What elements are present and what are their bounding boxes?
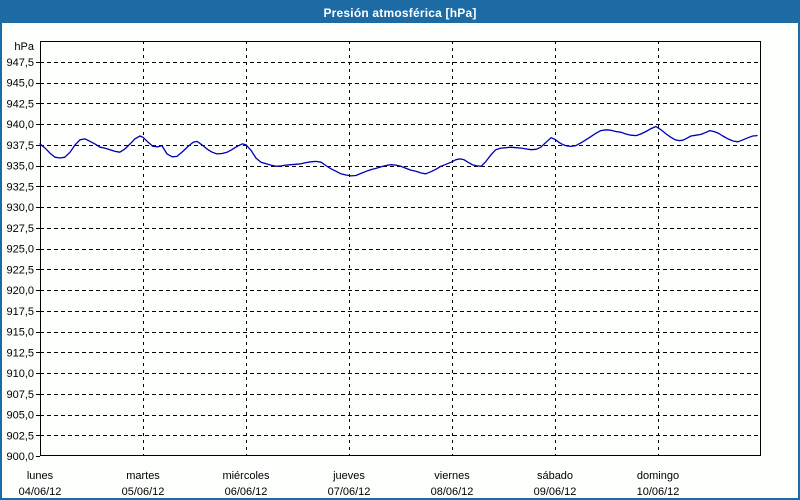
y-tick-label: 937,5 <box>6 140 34 152</box>
day-date-label: 10/06/12 <box>637 486 680 498</box>
y-tick-label: 912,5 <box>6 347 34 359</box>
day-date-label: 05/06/12 <box>122 486 165 498</box>
chart-title: Presión atmosférica [hPa] <box>323 5 477 20</box>
y-tick-label: 907,5 <box>6 389 34 401</box>
y-tick-label: 917,5 <box>6 306 34 318</box>
y-tick-label: 900,0 <box>6 451 34 463</box>
y-tick-label: 922,5 <box>6 264 34 276</box>
y-tick-label: 935,0 <box>6 161 34 173</box>
day-name-label: sábado <box>537 470 573 482</box>
y-tick-label: 930,0 <box>6 202 34 214</box>
pressure-line <box>39 125 758 177</box>
y-tick-label: 902,5 <box>6 430 34 442</box>
day-name-label: lunes <box>27 470 54 482</box>
y-tick-label: 910,0 <box>6 368 34 380</box>
y-tick-label: 947,5 <box>6 57 34 69</box>
y-axis-unit-label: hPa <box>14 41 34 53</box>
chart-area: 900,0 902,5 905,0 907,5 910,0 912,5 915,0 917,5… <box>2 23 798 498</box>
day-date-label: 06/06/12 <box>225 486 268 498</box>
y-tick-label: 915,0 <box>6 327 34 339</box>
day-date-label: 09/06/12 <box>534 486 577 498</box>
day-name-label: domingo <box>637 470 679 482</box>
y-tick-label: 932,5 <box>6 181 34 193</box>
day-date-label: 04/06/12 <box>19 486 62 498</box>
y-tick-label: 942,5 <box>6 98 34 110</box>
day-name-label: martes <box>126 470 160 482</box>
day-name-label: jueves <box>332 470 365 482</box>
y-tick-label: 940,0 <box>6 119 34 131</box>
y-tick-label: 927,5 <box>6 223 34 235</box>
pressure-chart-svg: 900,0 902,5 905,0 907,5 910,0 912,5 915,0 917,5… <box>6 41 761 498</box>
y-tick-label: 920,0 <box>6 285 34 297</box>
plot-frame <box>40 41 761 456</box>
day-date-label: 07/06/12 <box>328 486 371 498</box>
day-name-label: viernes <box>434 470 470 482</box>
chart-title-bar: Presión atmosférica [hPa] <box>2 2 798 23</box>
day-name-label: miércoles <box>222 470 270 482</box>
y-tick-label: 925,0 <box>6 244 34 256</box>
y-tick-label: 905,0 <box>6 410 34 422</box>
y-tick-label: 945,0 <box>6 78 34 90</box>
day-date-label: 08/06/12 <box>431 486 474 498</box>
